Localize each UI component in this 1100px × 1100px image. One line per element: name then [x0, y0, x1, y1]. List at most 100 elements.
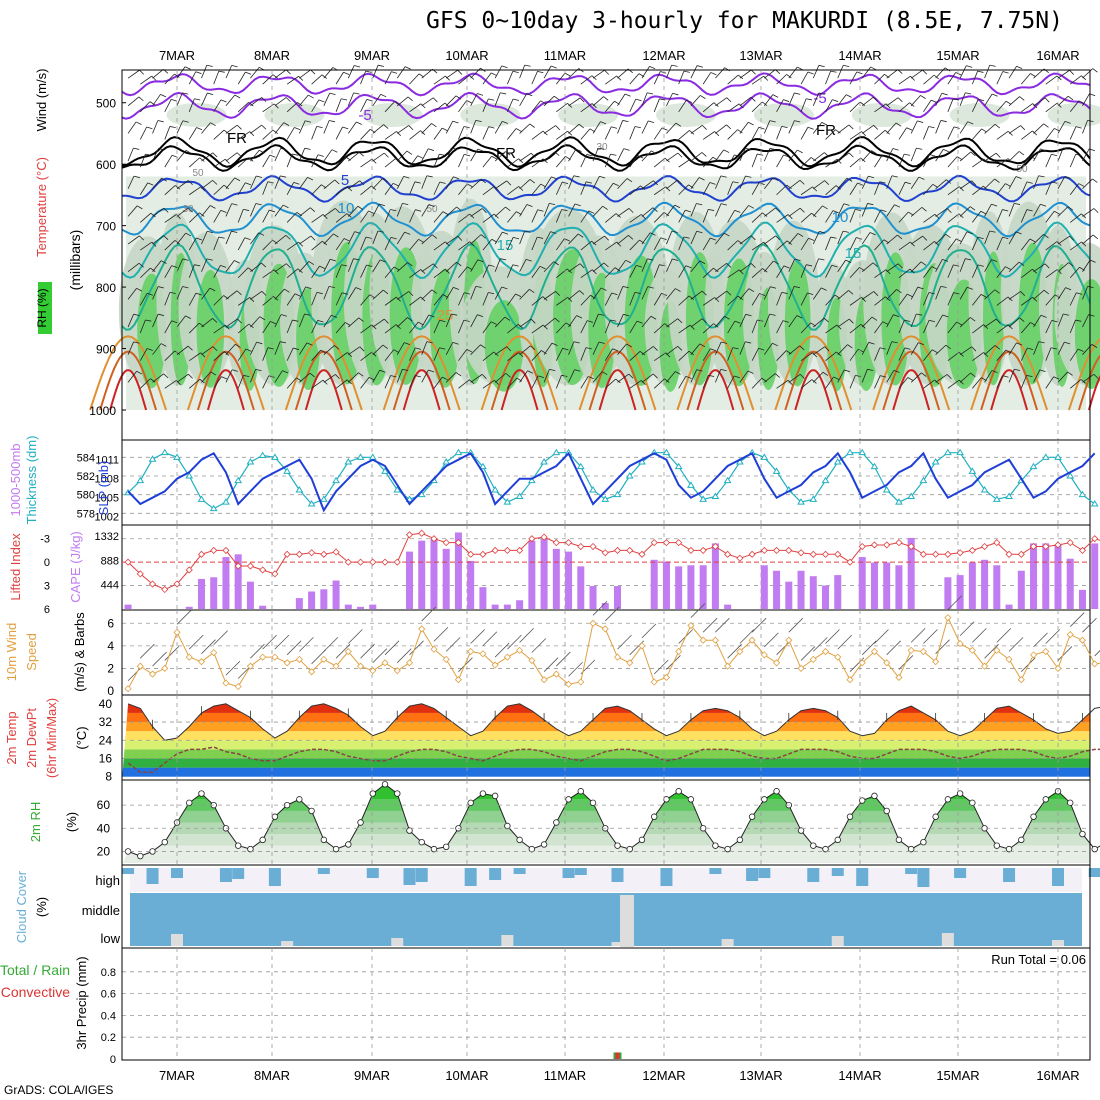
wind-barb-flag: [236, 152, 242, 158]
wind-barb-flag: [220, 99, 227, 103]
wind-barb: [152, 235, 164, 245]
wind-barb: [653, 186, 666, 196]
rh-tick: 20: [97, 844, 111, 858]
wind-barb-flag: [480, 234, 486, 239]
wind-barb: [445, 313, 452, 328]
li-point: [271, 570, 279, 578]
wind-barb-flag: [872, 262, 878, 267]
wind-barb: [433, 347, 440, 361]
li-point: [540, 533, 548, 541]
wind-barb: [164, 154, 173, 168]
wind-barb: [727, 129, 738, 140]
wind-barb-flag: [634, 126, 641, 129]
run-total: Run Total = 0.06: [991, 952, 1086, 967]
wind-barb-flag: [1064, 341, 1071, 345]
wind-barb-flag: [1064, 120, 1071, 124]
wind-barb: [861, 175, 869, 189]
wind-barb: [384, 375, 392, 389]
wind-barb-flag: [683, 70, 690, 73]
wind-barb-flag: [713, 267, 719, 273]
wind-barb-flag: [699, 260, 706, 265]
wind-barb: [959, 258, 966, 272]
wind-barb: [225, 94, 236, 107]
wind-barb: [494, 65, 503, 79]
wind-barb: [127, 314, 134, 328]
wind-barb-flag: [696, 203, 703, 206]
wind-barb: [482, 321, 492, 334]
wind-barb-flag: [1077, 348, 1084, 352]
wind-barb: [837, 124, 850, 134]
wind-barb: [629, 126, 636, 140]
wind-barb-flag: [414, 375, 421, 378]
thickness-point: [711, 492, 720, 500]
wind-barb: [445, 69, 458, 79]
wind-barb: [250, 290, 263, 300]
wind-barb: [225, 369, 233, 383]
wind-barb: [311, 240, 323, 251]
li-point: [393, 558, 401, 566]
wind-barb-flag: [942, 259, 949, 262]
wind-barb: [299, 372, 311, 383]
wind-barb-flag: [505, 373, 511, 378]
wind-barb: [1057, 371, 1068, 383]
wind-barb-flag: [150, 267, 156, 272]
wind-barb: [702, 156, 714, 168]
wind-barb-flag: [867, 368, 874, 371]
wind-barb-flag: [407, 262, 413, 267]
wind-barb: [335, 186, 348, 196]
wind-barb-10m: [188, 634, 204, 650]
wind-barb-flag: [969, 206, 976, 211]
thickness-point: [601, 495, 610, 502]
wind-label: Wind (m/s): [34, 69, 49, 132]
rh-point: [993, 842, 1001, 849]
wind-barb-flag: [598, 341, 605, 344]
wind-barb: [580, 181, 587, 195]
li-point: [332, 548, 340, 556]
wind-barb: [286, 153, 293, 168]
wind-barb-flag: [383, 152, 389, 158]
wind-barb-flag: [634, 291, 641, 294]
wind-barb-flag: [431, 123, 437, 128]
wind-barb-flag: [970, 151, 976, 157]
wind-barb-flag: [171, 265, 178, 269]
wind-barb: [188, 264, 195, 278]
cape-bar: [870, 562, 878, 609]
wind-barb-flag: [187, 207, 193, 213]
wind-barb: [910, 235, 923, 245]
temperature-contour-warm: [598, 369, 637, 411]
wind-barb: [1008, 317, 1020, 328]
wind-barb-flag: [380, 93, 387, 98]
cape-bar: [822, 585, 830, 609]
wind-barb-flag: [846, 177, 853, 182]
wind-barb-10m: [507, 634, 522, 650]
wind-barb-flag: [1014, 368, 1021, 371]
wind-barb: [568, 123, 580, 134]
wind-barb-flag: [555, 291, 561, 296]
wind-barb: [592, 313, 599, 328]
wind-barb-flag: [904, 153, 911, 156]
wind-barb: [225, 290, 238, 300]
wind-barb: [298, 120, 306, 134]
slp-tick: 1005: [95, 493, 119, 505]
wind-barb-flag: [635, 98, 642, 102]
wind-barb: [555, 181, 563, 195]
cloud-gap: [620, 895, 634, 947]
wind-barb-flag: [726, 263, 732, 268]
wind-barb-flag: [537, 209, 544, 212]
wind-speed-point: [821, 647, 830, 656]
wind-barb-flag: [879, 347, 886, 350]
rh-point: [430, 845, 438, 853]
wind-barb: [666, 204, 675, 217]
wind-speed-point: [993, 646, 1001, 654]
wind-speed-point: [295, 655, 303, 663]
wind-barb-flag: [248, 157, 254, 162]
wind-barb: [494, 316, 506, 328]
wind-barb: [629, 265, 637, 278]
rh-point: [969, 799, 976, 807]
wind-barb-flag: [934, 214, 940, 219]
cloud-high-bar: [146, 868, 159, 884]
wind-barb-flag: [675, 288, 681, 292]
wind-barb-10m: [923, 629, 938, 644]
wind-barb-flag: [1016, 65, 1023, 69]
wind-barb-flag: [797, 149, 803, 154]
